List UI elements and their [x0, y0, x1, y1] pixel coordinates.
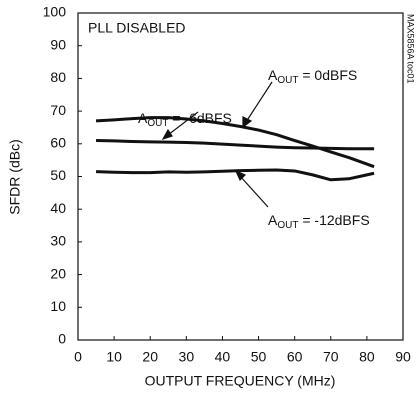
y-tick-label: 100 — [43, 4, 67, 20]
y-tick-label: 20 — [50, 265, 66, 281]
y-tick-label: 40 — [50, 200, 66, 216]
series-line — [96, 139, 375, 151]
y-tick-label: 10 — [50, 298, 66, 314]
side-note: MAX5856A toc01 — [406, 14, 416, 84]
x-tick-label: 60 — [287, 349, 303, 365]
x-tick-label: 20 — [142, 349, 158, 365]
x-tick-label: 0 — [74, 349, 82, 365]
x-tick-label: 10 — [106, 349, 122, 365]
y-tick-label: 0 — [58, 331, 66, 347]
x-tick-label: 30 — [179, 349, 195, 365]
x-tick-label: 70 — [323, 349, 339, 365]
x-tick-label: 40 — [215, 349, 231, 365]
y-tick-label: 60 — [50, 135, 66, 151]
y-tick-label: 80 — [50, 69, 66, 85]
series-label: AOUT = -6dBFS — [138, 110, 232, 129]
arrows — [161, 81, 273, 208]
x-tick-label: 50 — [251, 349, 267, 365]
series-label: AOUT = -12dBFS — [268, 212, 370, 231]
y-tick-label: 30 — [50, 233, 66, 249]
y-tick-label: 90 — [50, 36, 66, 52]
y-axis-title: SFDR (dBc) — [7, 139, 23, 214]
x-tick-label: 80 — [359, 349, 375, 365]
y-tick-label: 50 — [50, 167, 66, 183]
series-label: AOUT = 0dBFS — [268, 67, 357, 86]
y-tick-label: 70 — [50, 102, 66, 118]
series-line — [96, 168, 375, 182]
x-tick-label: 90 — [395, 349, 411, 365]
x-axis-title: OUTPUT FREQUENCY (MHz) — [145, 373, 336, 389]
annotation: PLL DISABLED — [88, 20, 186, 36]
series-line — [95, 116, 375, 169]
